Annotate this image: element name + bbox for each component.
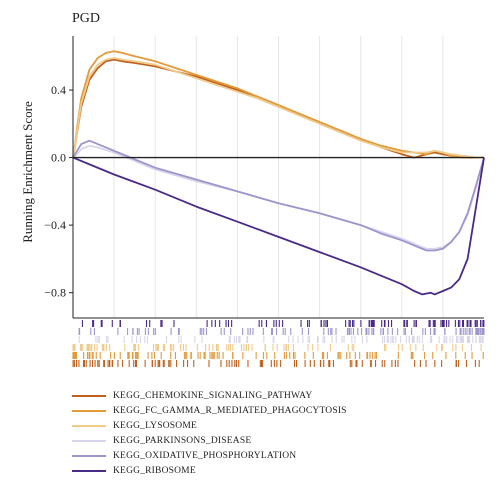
gene-hit-panel xyxy=(72,320,485,367)
legend-item: KEGG_PARKINSONS_DISEASE xyxy=(72,433,347,448)
legend-swatch xyxy=(72,394,106,397)
legend-item: KEGG_RIBOSOME xyxy=(72,463,347,478)
legend-label: KEGG_FC_GAMMA_R_MEDIATED_PHAGOCYTOSIS xyxy=(113,405,347,416)
chart-title: PGD xyxy=(72,11,100,26)
y-tick-label: 0.0 xyxy=(51,151,66,165)
legend-swatch xyxy=(72,469,106,472)
legend-swatch xyxy=(72,424,106,427)
legend-swatch xyxy=(72,409,106,412)
legend-label: KEGG_PARKINSONS_DISEASE xyxy=(113,435,252,446)
legend-swatch xyxy=(72,439,106,442)
legend: KEGG_CHEMOKINE_SIGNALING_PATHWAY KEGG_FC_… xyxy=(72,388,347,478)
legend-label: KEGG_LYSOSOME xyxy=(113,420,197,431)
grid-lines xyxy=(113,36,444,318)
y-tick-label: 0.4 xyxy=(51,83,66,97)
series-lines xyxy=(72,50,485,296)
legend-item: KEGG_LYSOSOME xyxy=(72,418,347,433)
legend-label: KEGG_CHEMOKINE_SIGNALING_PATHWAY xyxy=(113,390,313,401)
legend-swatch xyxy=(72,454,106,457)
legend-label: KEGG_RIBOSOME xyxy=(113,465,196,476)
y-tick-label: −0.4 xyxy=(44,218,66,232)
legend-item: KEGG_CHEMOKINE_SIGNALING_PATHWAY xyxy=(72,388,347,403)
y-axis-title: Running Enrichment Score xyxy=(20,101,35,243)
series-line-5 xyxy=(72,156,485,296)
axes xyxy=(72,36,484,319)
y-tick-label: −0.8 xyxy=(44,286,66,300)
series-line-2 xyxy=(72,57,484,159)
y-ticks: 0.4 0.0 −0.4 −0.8 xyxy=(44,83,73,300)
legend-item: KEGG_OXIDATIVE_PHOSPHORYLATION xyxy=(72,448,347,463)
legend-item: KEGG_FC_GAMMA_R_MEDIATED_PHAGOCYTOSIS xyxy=(72,403,347,418)
legend-label: KEGG_OXIDATIVE_PHOSPHORYLATION xyxy=(113,450,297,461)
series-line-4 xyxy=(72,139,485,252)
